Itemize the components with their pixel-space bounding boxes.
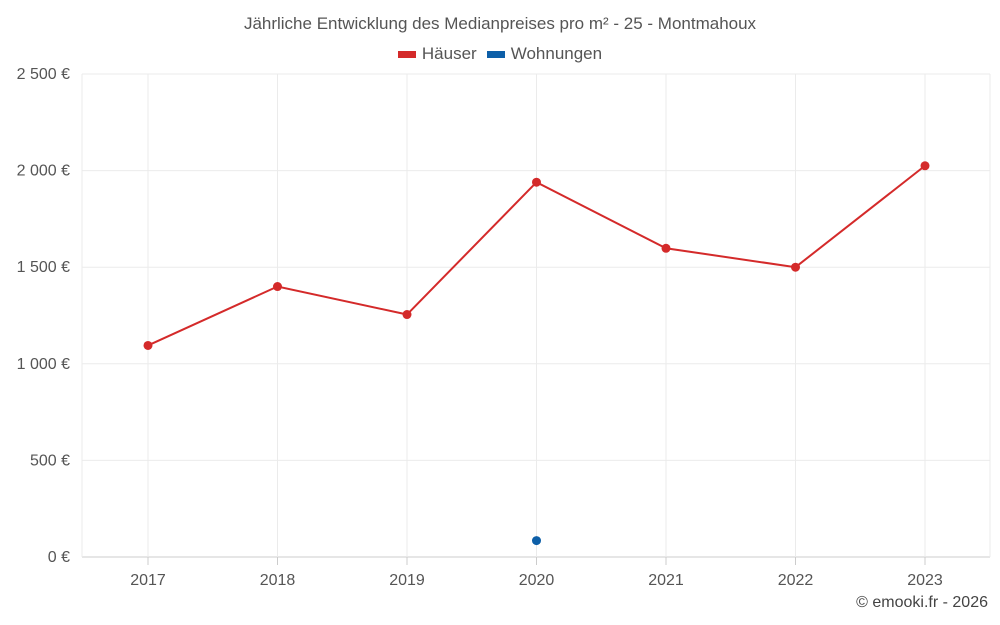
x-tick-label: 2018 [260, 572, 296, 589]
x-tick-label: 2021 [648, 572, 684, 589]
x-tick-label: 2019 [389, 572, 425, 589]
data-point-haeuser [661, 243, 671, 253]
legend-label-wohnungen: Wohnungen [510, 44, 603, 63]
legend-item-haeuser[interactable]: Häuser [397, 44, 477, 64]
x-tick-label: 2023 [907, 572, 943, 589]
x-tick-label: 2020 [519, 572, 555, 589]
legend-swatch-wohnungen [486, 50, 505, 58]
data-point-haeuser [791, 262, 800, 272]
legend-label-haeuser: Häuser [421, 44, 477, 63]
credit-text: © emooki.fr - 2026 [856, 594, 988, 611]
axes: 0 € 500 € 1 000 € 1 500 € 2 000 € 2 500 € 2017… [17, 66, 943, 589]
y-tick-label: 2 500 € [17, 66, 70, 83]
data-point-haeuser [532, 177, 541, 187]
y-tick-label: 0 € [48, 549, 70, 566]
series [143, 161, 930, 546]
y-tick-label: 1 000 € [17, 356, 70, 373]
grid [81, 73, 991, 558]
legend-swatch-haeuser [397, 50, 416, 58]
data-point-haeuser [273, 282, 282, 292]
legend-item-wohnungen[interactable]: Wohnungen [486, 44, 603, 64]
data-point-haeuser [920, 161, 930, 171]
data-point-haeuser [143, 340, 153, 350]
y-tick-label: 500 € [30, 452, 70, 469]
y-tick-label: 2 000 € [17, 163, 70, 180]
x-tick-label: 2017 [130, 572, 166, 589]
data-point-haeuser [402, 310, 412, 320]
x-tick-label: 2022 [778, 572, 814, 589]
chart-title: Jährliche Entwicklung des Medianpreises … [243, 14, 757, 33]
y-tick-label: 1 500 € [17, 259, 70, 276]
legend: Häuser Wohnungen [0, 44, 1000, 64]
data-point-wohnungen [532, 536, 541, 546]
